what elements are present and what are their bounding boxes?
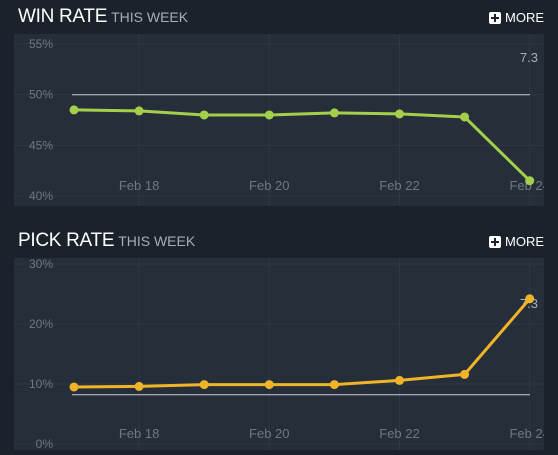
- data-point: [199, 380, 209, 390]
- panel-subtitle: THIS WEEK: [111, 9, 189, 25]
- x-tick-label: Feb 20: [249, 426, 289, 441]
- panel-title-text: PICK RATE: [18, 230, 115, 251]
- more-button[interactable]: MORE: [489, 234, 544, 249]
- y-tick-label: 20%: [29, 317, 53, 331]
- data-point: [460, 369, 470, 379]
- data-point: [525, 294, 535, 304]
- x-tick-label: Feb 24: [509, 178, 544, 193]
- y-tick-label: 45%: [29, 138, 53, 152]
- data-point: [460, 112, 470, 122]
- x-tick-label: Feb 18: [119, 426, 159, 441]
- data-point: [69, 105, 79, 115]
- plus-icon: [489, 235, 501, 248]
- y-tick-label: 30%: [29, 258, 53, 271]
- data-point: [395, 109, 404, 119]
- data-point: [69, 382, 79, 392]
- data-point: [134, 106, 144, 116]
- win-rate-chart: 40% 45% 50% 55% Feb 18 Feb 20 Feb 22 Feb 24 7.3: [14, 34, 550, 206]
- data-point: [395, 375, 404, 385]
- data-point: [329, 108, 339, 118]
- data-point: [199, 110, 209, 120]
- panel-title-text: WIN RATE: [18, 6, 108, 27]
- more-label: MORE: [505, 10, 544, 25]
- data-point: [134, 381, 144, 391]
- panel-title: PICK RATE THIS WEEK: [18, 230, 195, 252]
- x-tick-label: Feb 24: [509, 426, 544, 441]
- reference-label: 7.3: [520, 50, 538, 65]
- data-point: [329, 380, 339, 390]
- more-label: MORE: [505, 234, 544, 249]
- win-rate-header: WIN RATE THIS WEEK MORE: [0, 0, 558, 34]
- more-button[interactable]: MORE: [489, 10, 544, 25]
- y-tick-label: 55%: [29, 37, 53, 51]
- pick-rate-panel: PICK RATE THIS WEEK MORE 0% 10% 20% 30% Feb 1…: [0, 224, 558, 451]
- series-line: [73, 108, 531, 182]
- data-point: [264, 110, 274, 120]
- pick-rate-header: PICK RATE THIS WEEK MORE: [0, 224, 558, 258]
- series-line: [73, 297, 531, 389]
- data-point: [525, 176, 535, 186]
- x-tick-label: Feb 22: [379, 426, 419, 441]
- panel-subtitle: THIS WEEK: [118, 233, 196, 249]
- y-tick-label: 50%: [29, 88, 53, 102]
- x-tick-label: Feb 22: [379, 178, 419, 193]
- win-rate-chart-svg: 40% 45% 50% 55% Feb 18 Feb 20 Feb 22 Feb 24 7.3: [14, 34, 550, 206]
- win-rate-panel: WIN RATE THIS WEEK MORE 40% 45% 50% 55% Feb 1…: [0, 0, 558, 206]
- y-tick-label: 10%: [29, 377, 53, 391]
- x-tick-label: Feb 18: [119, 178, 159, 193]
- x-tick-label: Feb 20: [249, 178, 289, 193]
- data-point: [264, 380, 274, 390]
- y-tick-label: 0%: [36, 437, 54, 450]
- y-tick-label: 40%: [29, 189, 53, 203]
- plus-icon: [489, 11, 501, 24]
- panel-title: WIN RATE THIS WEEK: [18, 6, 188, 28]
